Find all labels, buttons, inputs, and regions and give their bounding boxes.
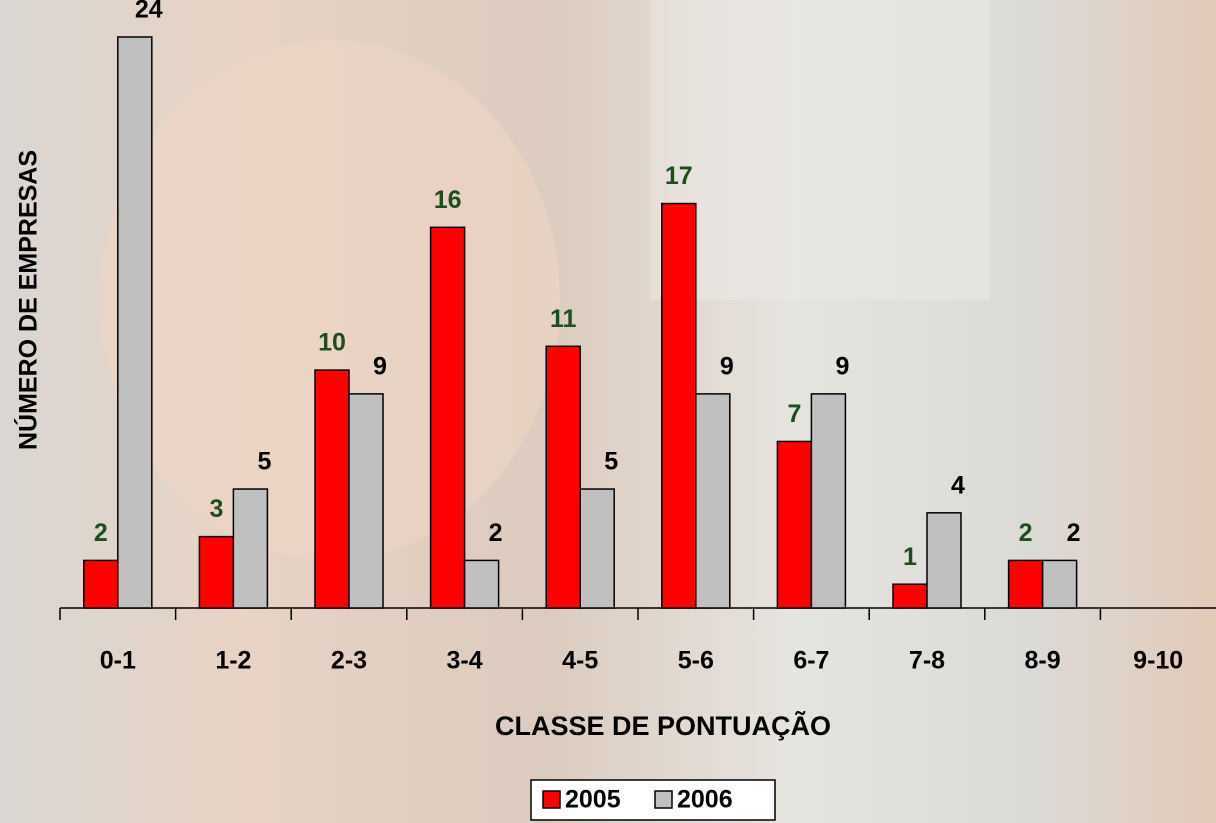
- bar: [1009, 560, 1043, 608]
- bar: [893, 584, 927, 608]
- bar: [811, 394, 845, 608]
- data-label: 2: [1019, 519, 1033, 547]
- x-axis-title: CLASSE DE PONTUAÇÃO: [495, 710, 831, 741]
- x-tick-label: 0-1: [100, 647, 136, 675]
- x-tick-label: 9-10: [1133, 647, 1183, 675]
- bar: [431, 227, 465, 608]
- x-tick-label: 2-3: [331, 647, 367, 675]
- bar: [777, 441, 811, 608]
- background-shape: [650, 0, 990, 300]
- legend-label: 2006: [677, 786, 733, 814]
- data-label: 2: [94, 519, 108, 547]
- legend-swatch: [543, 791, 560, 808]
- x-tick-label: 8-9: [1025, 647, 1061, 675]
- bar: [349, 394, 383, 608]
- bar: [315, 370, 349, 608]
- data-label: 9: [720, 352, 734, 380]
- bar: [546, 346, 580, 608]
- data-label: 9: [835, 352, 849, 380]
- bar: [199, 537, 233, 608]
- x-tick-label: 5-6: [678, 647, 714, 675]
- data-label: 3: [209, 495, 223, 523]
- bar: [84, 560, 118, 608]
- data-label: 10: [318, 329, 346, 357]
- data-label: 2: [489, 519, 503, 547]
- data-label: 7: [787, 400, 801, 428]
- data-label: 5: [257, 448, 271, 476]
- x-tick-label: 6-7: [793, 647, 829, 675]
- x-tick-label: 4-5: [562, 647, 598, 675]
- bar: [1043, 560, 1077, 608]
- legend-swatch: [655, 791, 672, 808]
- x-tick-label: 1-2: [215, 647, 251, 675]
- y-axis-title: NÚMERO DE EMPRESAS: [13, 150, 43, 450]
- x-tick-label: 7-8: [909, 647, 945, 675]
- bar: [233, 489, 267, 608]
- data-label: 2: [1067, 519, 1081, 547]
- data-label: 4: [951, 471, 965, 499]
- page: CLASSE DE PONTUAÇÃO NÚMERO DE EMPRESAS 0…: [0, 0, 1216, 823]
- bar: [662, 204, 696, 608]
- bar: [465, 560, 499, 608]
- legend-label: 2005: [565, 786, 621, 814]
- chart: CLASSE DE PONTUAÇÃO NÚMERO DE EMPRESAS 0…: [0, 0, 1216, 823]
- data-label: 16: [434, 186, 462, 214]
- bar: [580, 489, 614, 608]
- x-tick-label: 3-4: [447, 647, 483, 675]
- data-label: 24: [135, 0, 163, 24]
- bar: [927, 513, 961, 608]
- bar: [118, 37, 152, 608]
- data-label: 17: [665, 162, 693, 190]
- data-label: 9: [373, 352, 387, 380]
- data-label: 1: [903, 543, 917, 571]
- bar: [696, 394, 730, 608]
- data-label: 11: [550, 305, 577, 333]
- data-label: 5: [604, 448, 618, 476]
